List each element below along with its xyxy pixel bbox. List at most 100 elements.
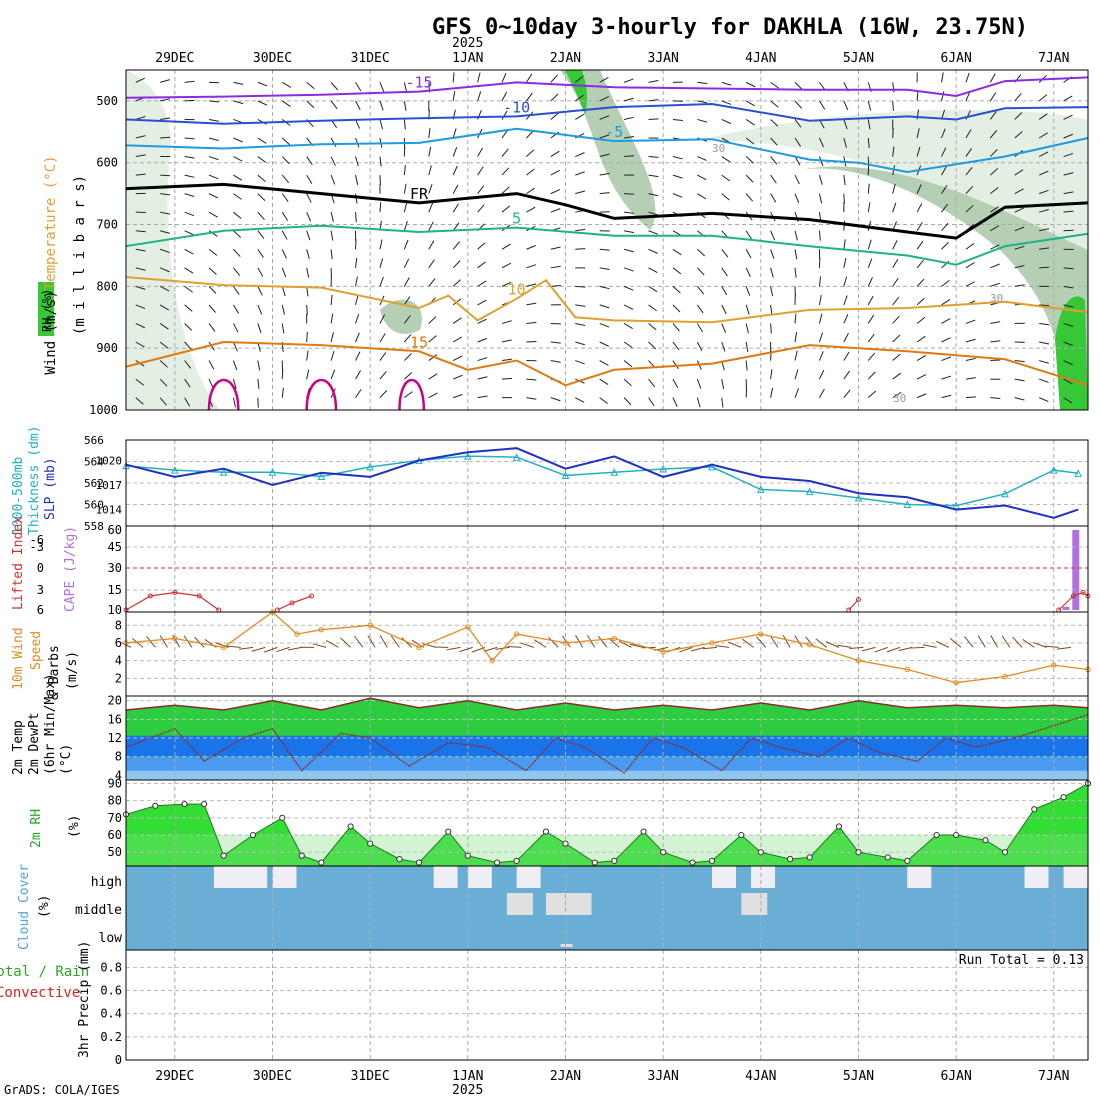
surface-wind-barb (354, 635, 364, 648)
rh-point (318, 859, 325, 866)
wind-barb (477, 261, 486, 269)
wind-barb (379, 258, 384, 268)
wind-barb (501, 110, 508, 120)
wind-barb (135, 77, 146, 83)
wind-barb (184, 211, 195, 217)
wind-barb (453, 393, 463, 399)
wind-barb (232, 323, 239, 333)
cloud-gap-high (433, 866, 458, 888)
wind-barb (794, 350, 798, 361)
wind-barb (403, 202, 408, 213)
wind-barb (355, 156, 359, 167)
wind-barb (233, 81, 244, 85)
cloud-gap-high (272, 866, 297, 888)
wind-barb (745, 360, 748, 371)
wind-barb (208, 211, 218, 218)
surface-wind-barb (1056, 646, 1071, 650)
wind-barb (160, 174, 171, 177)
cloud-gap-middle (741, 893, 768, 915)
wind-barb (257, 304, 263, 315)
wind-barb (941, 147, 947, 157)
wind-barb (599, 322, 610, 328)
surface-wind-barb (379, 635, 388, 648)
wind-barb (501, 186, 510, 195)
wind-speed-point (318, 626, 325, 633)
thickness-point (805, 487, 814, 496)
wind-barb (135, 248, 146, 252)
wind-barb (794, 388, 800, 398)
wind-barb (550, 341, 561, 344)
wind-barb (159, 341, 169, 349)
wind-barb (330, 137, 337, 147)
lifted-index-line (277, 595, 312, 611)
wind-barb (648, 397, 655, 407)
wind-speed-point (953, 680, 959, 686)
precip-tick-label: 0.2 (100, 1030, 122, 1044)
panel-frame-wind (125, 611, 1089, 697)
isotherm--10 (125, 102, 1089, 125)
wind-barb (1014, 397, 1025, 401)
wind-barb (574, 94, 584, 102)
wind-barb (355, 257, 358, 268)
wind-barb (575, 397, 585, 403)
wind-barb (623, 78, 634, 83)
thickness-point (366, 462, 374, 471)
wind-barb (794, 267, 797, 278)
wind-barb (697, 193, 707, 200)
cloud-level-label: middle (75, 903, 122, 918)
wind-barb (965, 281, 975, 287)
wind-barb (648, 230, 659, 235)
wind-barb (794, 137, 801, 147)
temp-tick-label: 16 (108, 712, 122, 726)
wind-barb (135, 173, 146, 176)
lifted-index-point (289, 600, 295, 606)
panel-frame-precip (125, 949, 1089, 1061)
surface-wind-barb (215, 642, 229, 648)
surface-wind-barb (520, 642, 534, 648)
dewpoint-band (126, 770, 1088, 780)
wind-barb (770, 81, 780, 89)
wind-barb (550, 93, 559, 102)
wind-barb (452, 203, 459, 213)
wind-barb (575, 228, 586, 232)
upper-ylabel-part: Temperature (°C) (43, 155, 59, 290)
precip-tick-label: 0 (115, 1053, 122, 1067)
wind-speed-point (1002, 673, 1008, 680)
wind-barb (941, 222, 949, 232)
wind-barb (867, 371, 876, 380)
temp-line (125, 697, 1089, 711)
rh-contour-label: 30 (990, 292, 1003, 305)
wind-barb (721, 193, 730, 201)
wind-barb (575, 322, 586, 327)
surface-wind-barb (935, 640, 950, 648)
wind-barb (159, 304, 170, 311)
wind-barb (941, 72, 944, 83)
wind-barb (160, 248, 170, 254)
wind-barb (599, 192, 610, 195)
pressure-tick-label: 700 (96, 218, 118, 232)
isotherm-10 (125, 276, 1089, 324)
wind-barb (794, 369, 799, 380)
wind-barb (648, 99, 659, 102)
surface-wind-barb (964, 636, 974, 648)
wind-barb (648, 378, 656, 388)
temp-ylabel: (6hr Min/Max) (43, 673, 58, 775)
wind-barb (575, 152, 585, 158)
wind-barb (867, 100, 872, 111)
wind-barb (550, 150, 560, 157)
wind-barb (526, 283, 537, 287)
wind-barb (257, 211, 265, 220)
thickness-tick-label: 558 (84, 520, 104, 533)
wind-barb (575, 341, 586, 346)
wind-barb (794, 313, 797, 324)
thickness-ylabel: Thickness (dm) (27, 425, 42, 535)
wind-barb (160, 98, 171, 102)
wind-barb (770, 156, 778, 165)
wind-barb (501, 243, 511, 250)
top-date-label: 30DEC (253, 51, 292, 66)
surface-wind-barb (446, 646, 461, 651)
wind-barb (745, 286, 751, 296)
wind-barb (892, 127, 894, 139)
cape-tick-label: 60 (108, 523, 122, 537)
surface-wind-barb (990, 635, 999, 648)
